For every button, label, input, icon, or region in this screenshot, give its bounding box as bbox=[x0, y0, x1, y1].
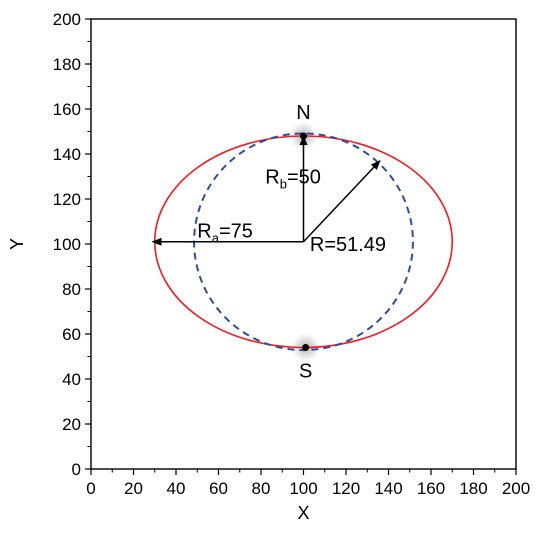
plot-marks: NS bbox=[151, 102, 454, 383]
rb-annotation: Rb=50 bbox=[265, 166, 321, 191]
point-label-s: S bbox=[299, 361, 312, 383]
y-tick-label-140: 140 bbox=[53, 145, 81, 164]
y-tick-label-200: 200 bbox=[53, 10, 81, 29]
x-tick-label-120: 120 bbox=[332, 479, 360, 498]
y-tick-label-160: 160 bbox=[53, 100, 81, 119]
ra-annotation: Ra=75 bbox=[197, 220, 253, 245]
ra-annotation-sub: a bbox=[212, 230, 220, 245]
y-tick-label-80: 80 bbox=[62, 280, 81, 299]
axis-ticks: 0 20 40 60 80 100 120 140 160 180 200 0 20 40 60 80 100 1… bbox=[53, 10, 531, 498]
y-tick-label-0: 0 bbox=[72, 460, 81, 479]
x-tick-label-180: 180 bbox=[459, 479, 487, 498]
x-axis-title: X bbox=[297, 503, 309, 523]
x-tick-label-100: 100 bbox=[289, 479, 317, 498]
plot-frame bbox=[90, 18, 517, 470]
y-tick-label-120: 120 bbox=[53, 190, 81, 209]
point-s bbox=[302, 344, 310, 351]
rb-annotation-main: R bbox=[265, 166, 279, 188]
x-tick-label-160: 160 bbox=[417, 479, 445, 498]
x-tick-label-80: 80 bbox=[252, 479, 271, 498]
x-tick-label-200: 200 bbox=[502, 479, 530, 498]
rb-annotation-sub: b bbox=[280, 176, 287, 191]
x-tick-label-140: 140 bbox=[374, 479, 402, 498]
r-annotation: R=51.49 bbox=[310, 234, 386, 256]
ra-annotation-rest: =75 bbox=[219, 220, 253, 242]
y-axis-title: Y bbox=[7, 238, 27, 250]
y-tick-label-60: 60 bbox=[62, 325, 81, 344]
y-tick-label-20: 20 bbox=[62, 415, 81, 434]
radius-arrow-3 bbox=[302, 160, 381, 243]
point-label-n: N bbox=[296, 102, 310, 124]
rb-annotation-rest: =50 bbox=[287, 166, 321, 188]
point-n bbox=[300, 132, 307, 140]
ra-annotation-main: R bbox=[197, 220, 211, 242]
y-tick-label-40: 40 bbox=[62, 370, 81, 389]
x-tick-label-60: 60 bbox=[209, 479, 228, 498]
x-tick-label-20: 20 bbox=[124, 479, 143, 498]
y-tick-label-180: 180 bbox=[53, 55, 81, 74]
x-tick-label-40: 40 bbox=[167, 479, 186, 498]
x-tick-label-0: 0 bbox=[86, 479, 95, 498]
y-tick-label-100: 100 bbox=[53, 235, 81, 254]
